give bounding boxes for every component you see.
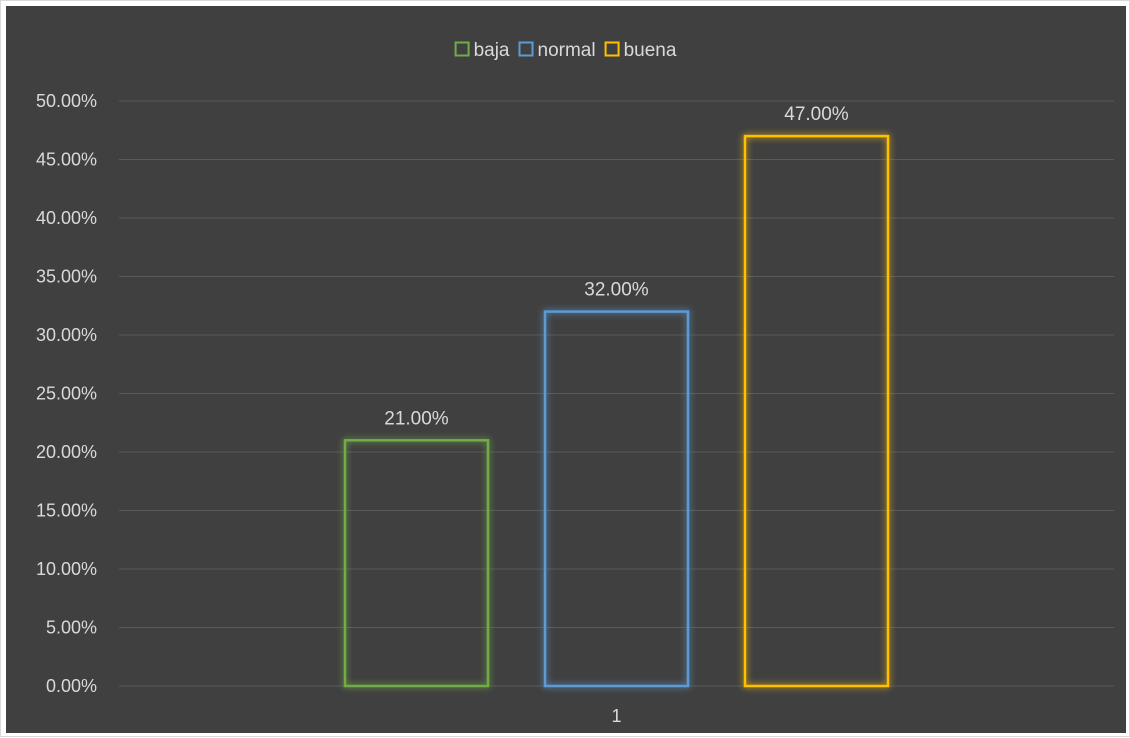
y-axis-tick-labels: 0.00% 5.00% 10.00% 15.00% 20.00% 25.00% 30.00%…: [36, 91, 97, 696]
data-label-baja: 21.00%: [384, 408, 449, 429]
y-tick-label: 45.00%: [36, 150, 97, 170]
x-axis-tick-labels: 1: [611, 706, 621, 726]
gridlines: [119, 100, 1114, 687]
legend-item-buena: buena: [604, 40, 677, 61]
data-labels: 21.00% 32.00% 47.00%: [384, 104, 849, 429]
x-tick-label: 1: [611, 706, 621, 726]
data-label-buena: 47.00%: [784, 104, 849, 125]
data-label-normal: 32.00%: [584, 280, 649, 301]
y-tick-label: 50.00%: [36, 91, 97, 111]
legend-swatch-normal: [518, 41, 534, 57]
chart-background: [6, 6, 1126, 733]
y-tick-label: 40.00%: [36, 208, 97, 228]
legend-swatch-baja: [454, 41, 470, 57]
y-tick-label: 20.00%: [36, 442, 97, 462]
y-tick-label: 10.00%: [36, 559, 97, 579]
y-tick-label: 15.00%: [36, 501, 97, 521]
legend: baja normal buena: [454, 40, 677, 61]
y-tick-label: 35.00%: [36, 267, 97, 287]
y-tick-label: 0.00%: [46, 676, 97, 696]
bars: [343, 134, 890, 688]
y-tick-label: 25.00%: [36, 384, 97, 404]
legend-item-baja: baja: [454, 40, 510, 61]
y-tick-label: 30.00%: [36, 325, 97, 345]
bar-normal: [543, 310, 690, 688]
legend-label-normal: normal: [538, 40, 596, 61]
y-tick-label: 5.00%: [46, 618, 97, 638]
legend-label-buena: buena: [624, 40, 677, 61]
bar-baja: [343, 439, 490, 688]
legend-label-baja: baja: [474, 40, 510, 61]
legend-swatch-buena: [604, 41, 620, 57]
legend-item-normal: normal: [518, 40, 596, 61]
bar-buena: [743, 134, 890, 688]
